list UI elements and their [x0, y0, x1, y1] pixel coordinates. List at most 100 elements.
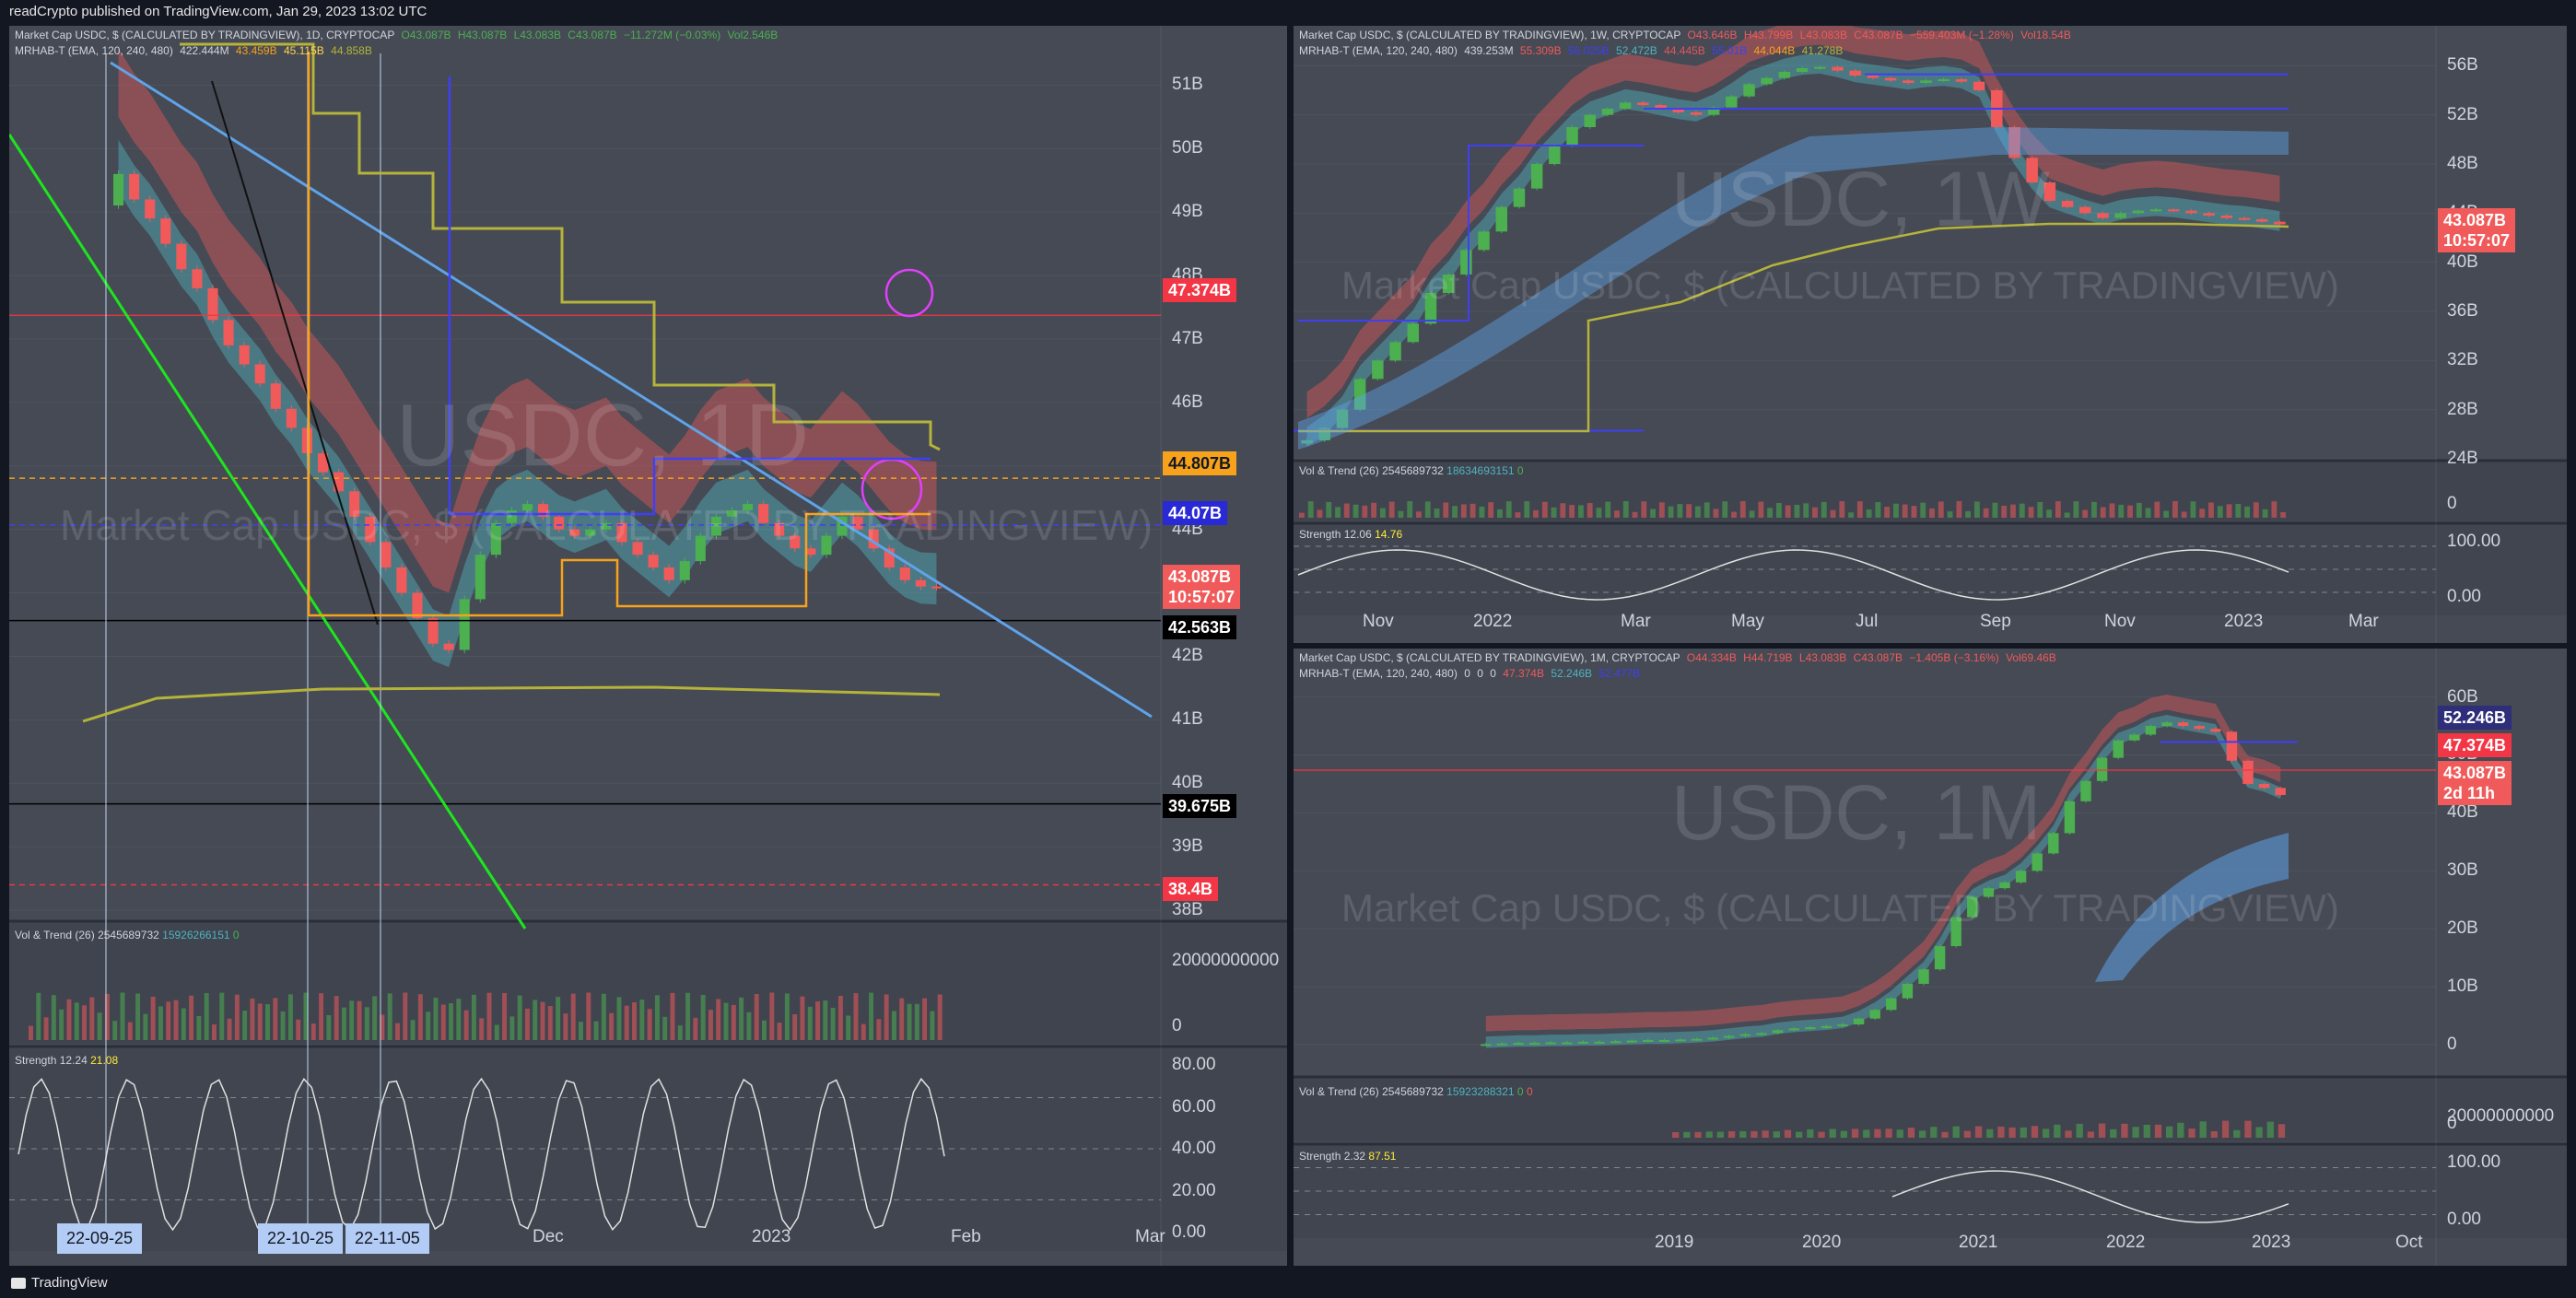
price-tag: 44.07B [1163, 501, 1228, 525]
strength-pane-title-1d: Strength 12.24 21.08 [15, 1054, 118, 1067]
strength-value: 14.76 [1375, 528, 1403, 541]
candle [663, 567, 674, 580]
chart-canvas-1d[interactable] [9, 26, 1287, 1266]
price-tag: 38.4B [1163, 877, 1219, 901]
candle [1691, 1038, 1703, 1041]
candle [1707, 107, 1720, 115]
volume-bar [1929, 508, 1935, 518]
volume-bar [143, 1013, 148, 1040]
volume-bar [1362, 505, 1368, 518]
trail-stop-olive [180, 42, 941, 451]
volume-bar [1840, 1130, 1848, 1138]
candle [616, 522, 627, 543]
time-axis-tick: 2019 [1655, 1233, 1694, 1252]
volume-bar [212, 1024, 217, 1040]
candle [207, 287, 218, 321]
candle [1955, 79, 1968, 82]
volume-bar [1398, 510, 1404, 518]
volume-bar [616, 997, 622, 1040]
volume-bar [1848, 512, 1854, 518]
volume-bar [670, 992, 675, 1040]
candle [334, 472, 345, 492]
vol-value: 15923288321 [1446, 1085, 1515, 1098]
candle [1973, 81, 1985, 90]
candle [1821, 1025, 1832, 1028]
volume-pane-title-1d: Vol & Trend (26) 2545689732 15926266151 … [15, 929, 240, 941]
chart-panel-1d[interactable]: Market Cap USDC, $ (CALCULATED BY TRADIN… [9, 26, 1287, 1266]
candle [1849, 70, 1861, 76]
chart-panel-1m[interactable]: Market Cap USDC, $ (CALCULATED BY TRADIN… [1294, 649, 2567, 1266]
strength-pane [1294, 1144, 2567, 1238]
volume-bar [2217, 506, 2223, 518]
trendline-blue [110, 61, 1153, 719]
volume-bar [2208, 502, 2214, 518]
indicator-legend-1m: MRHAB-T (EMA, 120, 240, 480) 0 0 0 47.37… [1299, 667, 1640, 680]
indicator-value: 55.01B [1712, 44, 1748, 57]
marker-circle [884, 268, 934, 318]
indicator-value: 439.253M [1464, 44, 1514, 57]
candle [758, 504, 769, 523]
candle [1562, 1042, 1573, 1045]
volume-bar [1705, 1131, 1713, 1138]
volume-bar [471, 994, 476, 1040]
volume-bar [2055, 501, 2061, 518]
candle [837, 516, 848, 536]
legend-change: −1.405B (−3.16%) [1909, 651, 1999, 664]
volume-bar [563, 1013, 568, 1040]
chart-panel-1w[interactable]: Market Cap USDC, $ (CALCULATED BY TRADIN… [1294, 26, 2567, 643]
volume-bar [792, 1014, 798, 1040]
volume-bar [708, 1010, 713, 1040]
price-tag: 43.087B 10:57:07 [2438, 208, 2516, 252]
candle [1513, 188, 1526, 207]
volume-bar [914, 1003, 919, 1040]
indicator-value: 43.459B [235, 44, 277, 57]
volume-bar [1407, 501, 1413, 518]
candle [1353, 379, 1366, 410]
price-tag-countdown: 2d 11h [2443, 784, 2496, 802]
candle [648, 555, 659, 567]
volume-bar [1941, 1131, 1949, 1138]
volume-bar [762, 1020, 767, 1040]
volume-bar [1911, 506, 1917, 518]
volume-bar [494, 1024, 499, 1040]
legend-high: H44.719B [1743, 651, 1793, 664]
volume-bar [158, 1006, 163, 1040]
candle [1637, 102, 1649, 105]
indicator-name: MRHAB-T (EMA, 120, 240, 480) [1299, 44, 1458, 57]
candle [176, 243, 187, 270]
price-axis-tick: 10B [2447, 976, 2478, 997]
price-axis-tick: 39B [1172, 836, 1203, 857]
volume-bar [1930, 1127, 1938, 1138]
chart-canvas-1w[interactable] [1294, 26, 2567, 643]
candle [1584, 114, 1596, 127]
volume-bar [800, 996, 805, 1040]
candle [1950, 917, 1961, 947]
candle [1832, 66, 1844, 71]
chart-canvas-1m[interactable] [1294, 649, 2567, 1266]
publish-header: readCrypto published on TradingView.com,… [0, 0, 2576, 24]
indicator-value: 44.445B [1664, 44, 1705, 57]
volume-bar [1658, 502, 1665, 518]
indicator-value: 422.444M [180, 44, 229, 57]
ema-ribbon-red [1485, 694, 2281, 1032]
volume-bar [1352, 504, 1359, 518]
volume-bar [1677, 504, 1683, 518]
candle [2238, 217, 2251, 220]
candle [427, 618, 439, 644]
volume-bar [82, 1005, 88, 1040]
volume-bar [1875, 502, 1881, 518]
indicator-legend-1w: MRHAB-T (EMA, 120, 240, 480) 439.253M 55… [1299, 44, 1843, 57]
indicator-name: MRHAB-T (EMA, 120, 240, 480) [1299, 667, 1458, 680]
volume-bar [486, 992, 492, 1040]
volume-bar [265, 1004, 271, 1040]
strength-axis-tick: 0.00 [2447, 1210, 2481, 1229]
candle [1460, 250, 1472, 275]
candle [2096, 757, 2108, 781]
volume-bar [36, 992, 41, 1040]
candle [1814, 66, 1826, 69]
volume-bar [59, 1009, 64, 1040]
volume-bar [2199, 509, 2206, 518]
legend-volume: Vol2.546B [727, 29, 779, 41]
price-axis-tick: 40B [1172, 773, 1203, 793]
volume-bar [227, 1018, 232, 1040]
